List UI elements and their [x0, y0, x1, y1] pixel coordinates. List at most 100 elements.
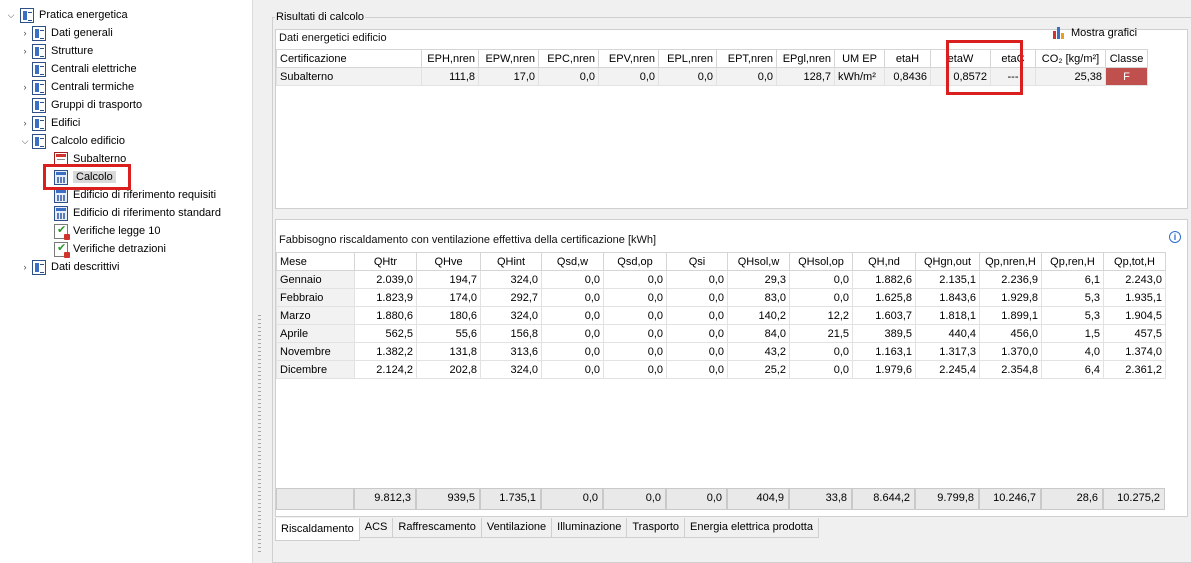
- tree-item-centrali-elettriche[interactable]: Centrali elettriche: [18, 60, 137, 78]
- tree-item-centrali-termiche[interactable]: › Centrali termiche: [18, 78, 134, 96]
- column-header[interactable]: EPV,nren: [598, 49, 659, 68]
- table-row[interactable]: Subalterno 111,8 17,0 0,0 0,0 0,0 0,0 128,7 kWh/…: [276, 67, 1148, 86]
- table-cell: 1,5: [1041, 324, 1104, 343]
- table-cell: 1.882,6: [852, 270, 916, 289]
- column-header[interactable]: Certificazione: [276, 49, 422, 68]
- column-header[interactable]: QHsol,op: [789, 252, 853, 271]
- tree-item-gruppi-trasporto[interactable]: Gruppi di trasporto: [18, 96, 142, 114]
- table-cell: 292,7: [480, 288, 542, 307]
- document-icon: [32, 61, 46, 77]
- table-cell: 17,0: [478, 67, 539, 86]
- tree-item-subalterno[interactable]: Subalterno: [54, 150, 126, 168]
- tree-item-verifiche-legge-10[interactable]: Verifiche legge 10: [54, 222, 160, 240]
- tab-illuminazione[interactable]: Illuminazione: [551, 518, 628, 538]
- column-header[interactable]: Qsd,op: [603, 252, 667, 271]
- table-cell: 0,0: [603, 324, 667, 343]
- column-header[interactable]: Qp,ren,H: [1041, 252, 1104, 271]
- column-header[interactable]: EPH,nren: [421, 49, 479, 68]
- tree-root[interactable]: ⌵ Pratica energetica: [4, 6, 128, 24]
- table-row[interactable]: Dicembre 2.124,2 202,8 324,0 0,0 0,0 0,0 25,2 0,…: [276, 360, 1166, 379]
- table-cell: 2.124,2: [354, 360, 417, 379]
- column-header[interactable]: Qp,tot,H: [1103, 252, 1166, 271]
- table-cell: 0,0: [541, 360, 604, 379]
- tab-trasporto[interactable]: Trasporto: [626, 518, 686, 538]
- tree-spacer: [18, 96, 32, 114]
- document-icon: [32, 97, 46, 113]
- column-header[interactable]: Qsd,w: [541, 252, 604, 271]
- chevron-right-icon[interactable]: ›: [23, 28, 27, 38]
- table-cell: 457,5: [1103, 324, 1166, 343]
- tree-item-rif-standard[interactable]: Edificio di riferimento standard: [54, 204, 221, 222]
- splitter-grip[interactable]: [258, 315, 261, 555]
- column-header[interactable]: UM EP: [834, 49, 885, 68]
- table-cell: 5,3: [1041, 288, 1104, 307]
- column-header[interactable]: etaH: [884, 49, 931, 68]
- table-cell: 324,0: [480, 360, 542, 379]
- chevron-down-icon[interactable]: ⌵: [7, 9, 15, 20]
- column-header[interactable]: QH,nd: [852, 252, 916, 271]
- column-header[interactable]: EPT,nren: [716, 49, 777, 68]
- table-cell: 0,0: [541, 270, 604, 289]
- tree-item-calcolo[interactable]: Calcolo: [54, 168, 116, 186]
- column-header[interactable]: EPC,nren: [538, 49, 599, 68]
- column-header[interactable]: Qp,nren,H: [979, 252, 1042, 271]
- tab-energia-elettrica-prodotta[interactable]: Energia elettrica prodotta: [684, 518, 819, 538]
- table-cell: 1.370,0: [979, 342, 1042, 361]
- column-header[interactable]: CO₂ [kg/m²]: [1035, 49, 1106, 68]
- chevron-right-icon[interactable]: ›: [23, 118, 27, 128]
- column-header[interactable]: Qsi: [666, 252, 728, 271]
- column-header[interactable]: QHgn,out: [915, 252, 980, 271]
- table-row[interactable]: Novembre 1.382,2 131,8 313,6 0,0 0,0 0,0 43,2 0,…: [276, 342, 1166, 361]
- table-cell: 194,7: [416, 270, 481, 289]
- splitter[interactable]: [252, 0, 266, 563]
- tab-ventilazione[interactable]: Ventilazione: [480, 518, 553, 538]
- tree-spacer: [18, 60, 32, 78]
- table-cell: 29,3: [727, 270, 790, 289]
- chevron-right-icon[interactable]: ›: [23, 82, 27, 92]
- tree-item-label: Centrali elettriche: [51, 63, 137, 75]
- info-icon[interactable]: i: [1169, 231, 1181, 243]
- tree-item-dati-generali[interactable]: › Dati generali: [18, 24, 113, 42]
- column-header[interactable]: EPW,nren: [478, 49, 539, 68]
- table-cell: 0,0: [666, 324, 728, 343]
- table-row[interactable]: Marzo 1.880,6 180,6 324,0 0,0 0,0 0,0 140,2 12,2…: [276, 306, 1166, 325]
- column-header[interactable]: etaW: [930, 49, 991, 68]
- tree-item-label: Edificio di riferimento requisiti: [73, 189, 217, 201]
- mostra-grafici-button[interactable]: Mostra grafici: [1053, 26, 1137, 39]
- table-cell: 2.361,2: [1103, 360, 1166, 379]
- total-cell: 10.246,7: [979, 488, 1041, 510]
- column-header[interactable]: EPL,nren: [658, 49, 717, 68]
- column-header[interactable]: QHsol,w: [727, 252, 790, 271]
- table-cell: 1.899,1: [979, 306, 1042, 325]
- tree-item-edifici[interactable]: › Edifici: [18, 114, 80, 132]
- column-header[interactable]: QHtr: [354, 252, 417, 271]
- column-header[interactable]: Mese: [276, 252, 355, 271]
- column-header[interactable]: etaC: [990, 49, 1036, 68]
- total-cell: 8.644,2: [852, 488, 915, 510]
- column-header[interactable]: EPgl,nren: [776, 49, 835, 68]
- chevron-down-icon[interactable]: ⌵: [21, 135, 29, 146]
- table-row[interactable]: Aprile 562,5 55,6 156,8 0,0 0,0 0,0 84,0 21,5 389…: [276, 324, 1166, 343]
- tab-raffrescamento[interactable]: Raffrescamento: [392, 518, 482, 538]
- checklist-icon: [54, 241, 70, 258]
- column-header[interactable]: Classe: [1105, 49, 1148, 68]
- month-cell: Gennaio: [276, 270, 355, 289]
- column-header[interactable]: QHve: [416, 252, 481, 271]
- chevron-right-icon[interactable]: ›: [23, 46, 27, 56]
- tree-item-calcolo-edificio[interactable]: ⌵ Calcolo edificio: [18, 132, 125, 150]
- column-header[interactable]: QHint: [480, 252, 542, 271]
- tree-item-verifiche-detrazioni[interactable]: Verifiche detrazioni: [54, 240, 166, 258]
- table-cell: 1.979,6: [852, 360, 916, 379]
- tree-item-rif-requisiti[interactable]: Edificio di riferimento requisiti: [54, 186, 216, 204]
- chevron-right-icon[interactable]: ›: [23, 262, 27, 272]
- table-cell: 0,0: [789, 270, 853, 289]
- tree-item-strutture[interactable]: › Strutture: [18, 42, 93, 60]
- table-cell: 25,2: [727, 360, 790, 379]
- table-row[interactable]: Febbraio 1.823,9 174,0 292,7 0,0 0,0 0,0 83,0 0,…: [276, 288, 1166, 307]
- tab-riscaldamento[interactable]: Riscaldamento: [275, 518, 360, 541]
- table-cell: 1.317,3: [915, 342, 980, 361]
- tree-root-label: Pratica energetica: [39, 9, 128, 21]
- tab-acs[interactable]: ACS: [358, 518, 394, 538]
- table-row[interactable]: Gennaio 2.039,0 194,7 324,0 0,0 0,0 0,0 29,3 0,0…: [276, 270, 1166, 289]
- tree-item-dati-descrittivi[interactable]: › Dati descrittivi: [18, 258, 119, 276]
